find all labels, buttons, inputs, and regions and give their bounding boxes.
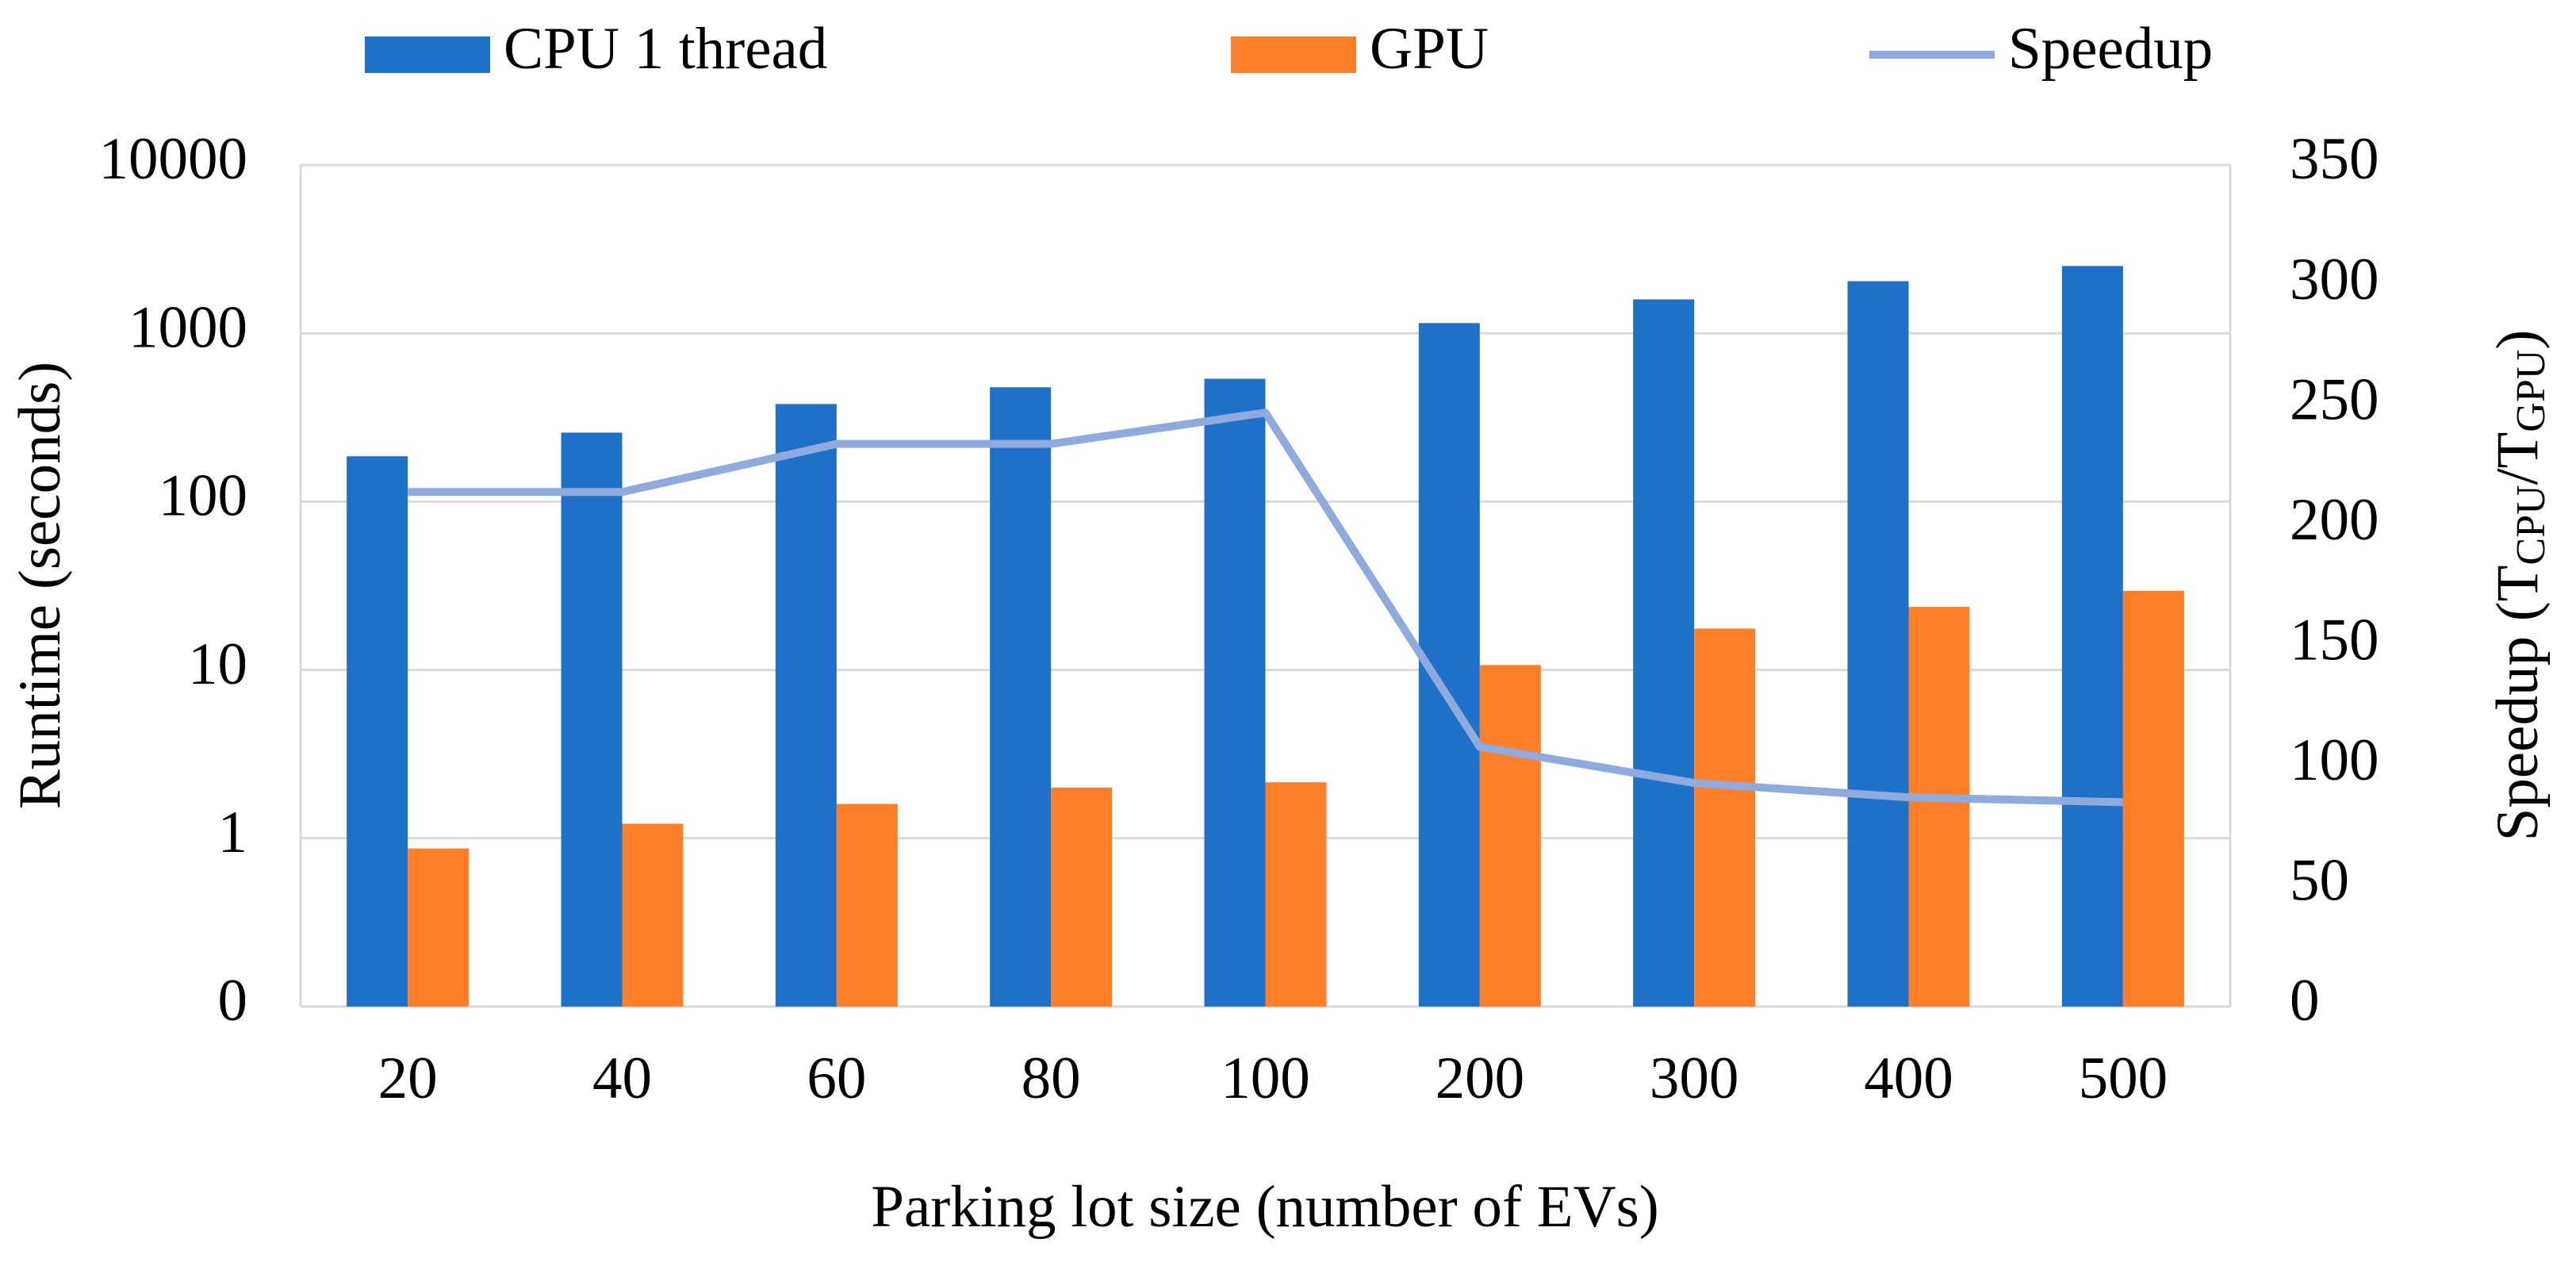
bar	[836, 804, 898, 1007]
y-tick-label: 10000	[99, 126, 248, 192]
x-axis-label: Parking lot size (number of EVs)	[871, 1174, 1659, 1240]
y-axis-label: Runtime (seconds)	[7, 362, 73, 809]
x-tick-label: 20	[378, 1045, 438, 1111]
bar	[1847, 281, 1909, 1007]
bar	[347, 456, 408, 1007]
bar	[408, 848, 470, 1007]
y2-label-part: Speedup (T	[2485, 566, 2551, 842]
y-tick-label: 1000	[128, 294, 247, 360]
legend-label: CPU 1 thread	[504, 16, 827, 82]
bar	[561, 432, 623, 1007]
line	[408, 409, 2123, 807]
bar	[775, 404, 837, 1007]
y-tick-label: 100	[159, 463, 248, 529]
x-tick-label: 500	[2079, 1045, 2168, 1111]
y2-tick-label: 100	[2290, 727, 2379, 793]
y2-label-part: )	[2485, 330, 2551, 350]
y2-label-part: GPU	[2509, 350, 2554, 432]
x-tick-label: 200	[1436, 1045, 1525, 1111]
x-tick-label: 300	[1650, 1045, 1739, 1111]
y2-tick-label: 150	[2290, 608, 2379, 673]
y2-tick-label: 300	[2290, 247, 2379, 313]
x-tick-label: 400	[1864, 1045, 1953, 1111]
y2-tick-label: 250	[2290, 366, 2379, 432]
y-tick-label: 10	[188, 631, 247, 697]
legend-swatch	[365, 36, 490, 73]
x-tick-label: 40	[592, 1045, 652, 1111]
bar	[1908, 607, 1970, 1007]
bar	[1051, 787, 1113, 1007]
x-tick-label: 80	[1022, 1045, 1081, 1111]
bar	[990, 387, 1052, 1007]
y-tick-label: 1	[218, 800, 248, 865]
bar	[1694, 628, 1756, 1007]
y2-tick-label: 200	[2290, 487, 2379, 553]
bar	[1265, 782, 1327, 1007]
y2-tick-label: 50	[2290, 848, 2349, 914]
y2-label-part: /T	[2485, 432, 2551, 485]
legend-label: Speedup	[2008, 16, 2213, 82]
bar	[622, 823, 684, 1007]
x-tick-label: 100	[1221, 1045, 1310, 1111]
bar	[1479, 665, 1541, 1007]
y2-label-part: CPU	[2509, 485, 2554, 565]
y-tick-label: 0	[218, 968, 248, 1034]
bar	[2122, 590, 2184, 1007]
bar	[2061, 266, 2123, 1007]
bar	[1204, 378, 1266, 1007]
x-tick-label: 60	[807, 1045, 866, 1111]
bar	[1633, 299, 1695, 1007]
y2-tick-label: 0	[2290, 968, 2320, 1034]
legend-swatch	[1231, 36, 1356, 73]
y2-tick-label: 350	[2290, 126, 2379, 192]
legend-label: GPU	[1370, 16, 1489, 82]
y2-axis-label: Speedup (TCPU/TGPU)	[2485, 330, 2554, 842]
